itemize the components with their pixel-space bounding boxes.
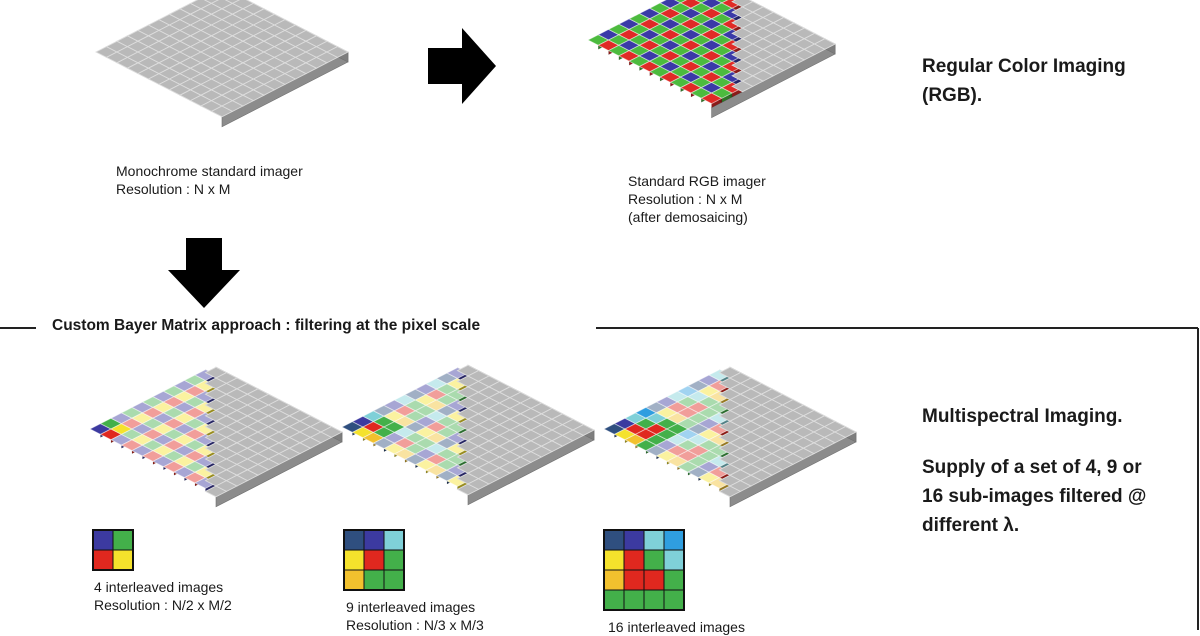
regular-color-label: Regular Color Imaging (RGB). bbox=[922, 56, 1126, 106]
pixel-cell bbox=[834, 426, 857, 438]
legend-cell bbox=[363, 529, 385, 551]
legend-cell bbox=[603, 549, 625, 571]
monochrome-caption: Monochrome standard imager Resolution : … bbox=[116, 163, 303, 197]
pixel-cell bbox=[203, 0, 220, 4]
pixel-cell bbox=[813, 38, 837, 50]
legend-cell bbox=[643, 589, 665, 611]
legend-cell bbox=[663, 569, 685, 591]
legend-cell bbox=[603, 569, 625, 591]
section-frame bbox=[0, 327, 1199, 630]
rgb-caption: Standard RGB imager Resolution : N x M (… bbox=[628, 173, 766, 225]
legend-cell bbox=[92, 549, 114, 571]
caption-4-images: 4 interleaved images Resolution : N/2 x … bbox=[94, 579, 232, 613]
pixel-cell bbox=[326, 46, 349, 58]
legend-cell bbox=[343, 529, 365, 551]
caption-16-images: 16 interleaved images bbox=[608, 619, 745, 635]
multispectral-3x3-sensor bbox=[341, 364, 595, 506]
filter-pattern-4x4 bbox=[603, 529, 685, 611]
legend-cell bbox=[623, 589, 645, 611]
arrow-down-icon bbox=[168, 238, 240, 308]
filter-pattern-3x3 bbox=[343, 529, 405, 591]
legend-cell bbox=[643, 529, 665, 551]
pixel-cell bbox=[224, 0, 241, 4]
legend-cell bbox=[623, 529, 645, 551]
legend-cell bbox=[663, 529, 685, 551]
arrow-right-icon bbox=[428, 28, 496, 104]
legend-outline bbox=[343, 529, 405, 591]
legend-cell bbox=[663, 549, 685, 571]
legend-cell bbox=[663, 589, 685, 611]
legend-cell bbox=[383, 529, 405, 551]
legend-cell bbox=[623, 549, 645, 571]
legend-cell bbox=[623, 569, 645, 591]
legend-cell bbox=[343, 549, 365, 571]
filter-cell bbox=[715, 0, 729, 4]
legend-outline bbox=[603, 529, 685, 611]
multispectral-4x4-sensor bbox=[603, 366, 857, 508]
filter-cell bbox=[694, 0, 708, 4]
pixel-cell bbox=[572, 424, 595, 436]
rgb-bayer-sensor bbox=[587, 0, 837, 119]
legend-cell bbox=[112, 549, 134, 571]
legend-cell bbox=[112, 529, 134, 551]
monochrome-sensor bbox=[95, 0, 349, 128]
legend-cell bbox=[363, 569, 385, 591]
legend-cell bbox=[383, 569, 405, 591]
section-title: Custom Bayer Matrix approach : filtering… bbox=[44, 317, 489, 335]
legend-cell bbox=[643, 549, 665, 571]
legend-cell bbox=[383, 549, 405, 571]
legend-cell bbox=[343, 569, 365, 591]
legend-cell bbox=[603, 589, 625, 611]
caption-9-images: 9 interleaved images Resolution : N/3 x … bbox=[346, 599, 484, 633]
legend-cell bbox=[92, 529, 114, 551]
legend-cell bbox=[603, 529, 625, 551]
legend-cell bbox=[363, 549, 385, 571]
filter-pattern-2x2 bbox=[92, 529, 134, 571]
filter-cell bbox=[674, 0, 688, 4]
legend-outline bbox=[92, 529, 134, 571]
pixel-cell bbox=[320, 426, 343, 438]
multispectral-label: Multispectral Imaging. Supply of a set o… bbox=[922, 406, 1147, 536]
multispectral-2x2-sensor bbox=[89, 366, 343, 508]
legend-cell bbox=[643, 569, 665, 591]
